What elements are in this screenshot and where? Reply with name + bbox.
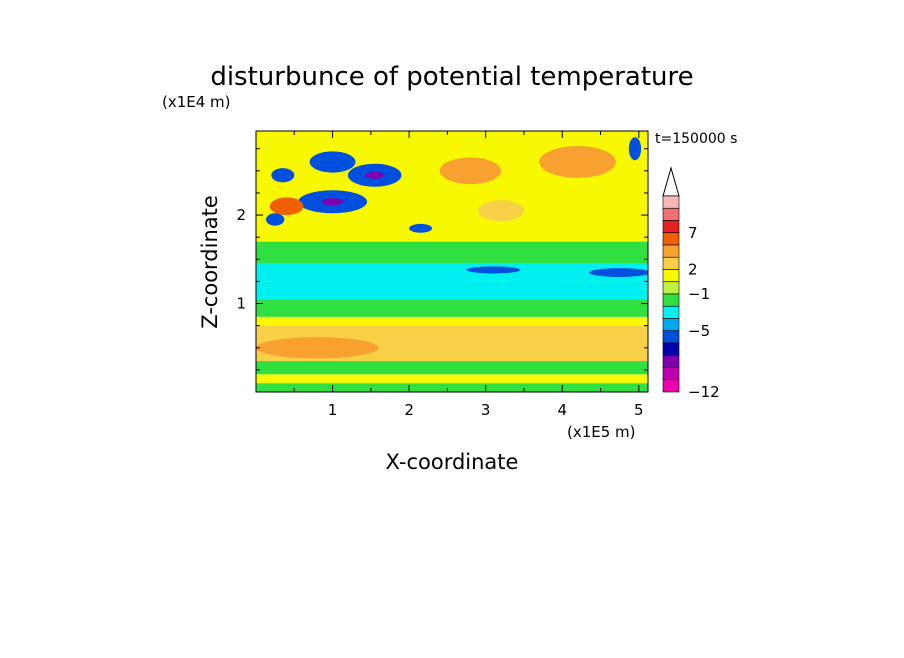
colorbar-swatch [662,305,680,319]
x-tick-label: 5 [634,401,644,419]
y-tick-label: 1 [236,295,246,313]
heatmap-band [256,263,648,282]
colorbar-swatch [662,207,680,221]
colorbar-swatch [662,220,680,234]
plot-frame [255,130,649,393]
heatmap-band [256,241,648,264]
heatmap-feature [409,223,433,233]
heatmap-feature [271,168,295,183]
y-axis: 12 [236,148,648,371]
heatmap-feature [439,157,501,185]
colorbar: 7 2 −1 −5 −12 [662,166,720,401]
colorbar-arrow [662,166,680,197]
heatmap-band [256,374,648,384]
heatmap-feature [478,200,524,222]
heatmap-feature [265,213,285,226]
colorbar-label: −1 [688,285,710,303]
colorbar-swatch [662,244,680,258]
colorbar-swatch [662,342,680,356]
colorbar-swatch [662,256,680,270]
colorbar-swatch [662,281,680,295]
y-tick-label: 2 [236,206,246,224]
colorbar-swatch [662,367,680,381]
y-axis-label: Z-coordinate [198,195,222,329]
heatmap-feature [589,268,648,277]
x-unit-label: (x1E5 m) [567,423,636,441]
plot-area [256,131,648,392]
heatmap-feature [365,171,384,179]
x-tick-label: 2 [404,401,414,419]
heatmap-feature [309,151,356,173]
heatmap-feature [256,337,379,359]
colorbar-swatch [662,293,680,307]
colorbar-swatch [662,232,680,246]
colorbar-swatch [662,379,680,393]
heatmap-feature [269,197,304,216]
heatmap-band [256,316,648,326]
colorbar-swatch [662,269,680,283]
colorbar-label: 7 [688,224,698,242]
heatmap-feature [628,137,642,161]
heatmap-feature [321,198,344,206]
heatmap-band [256,361,648,375]
colorbar-label: −5 [688,322,710,340]
y-unit-label: (x1E4 m) [162,93,231,111]
heatmap-feature [466,266,521,274]
colorbar-label: 2 [688,261,698,279]
heatmap-band [256,281,648,300]
heatmap-band [256,299,648,317]
x-tick-label: 3 [481,401,491,419]
x-axis-label: X-coordinate [386,450,519,474]
colorbar-swatch [662,354,680,368]
time-label: t=150000 s [655,131,737,147]
colorbar-swatch [662,330,680,344]
x-tick-label: 1 [328,401,338,419]
x-axis: 1 2 3 4 5 [293,131,644,419]
colorbar-swatch [662,195,680,209]
heatmap-band [256,383,648,392]
chart-title: disturbunce of potential temperature [210,62,693,92]
heatmap-feature [539,146,616,178]
colorbar-swatch [662,318,680,332]
x-tick-label: 4 [557,401,567,419]
colorbar-label: −12 [688,383,720,401]
